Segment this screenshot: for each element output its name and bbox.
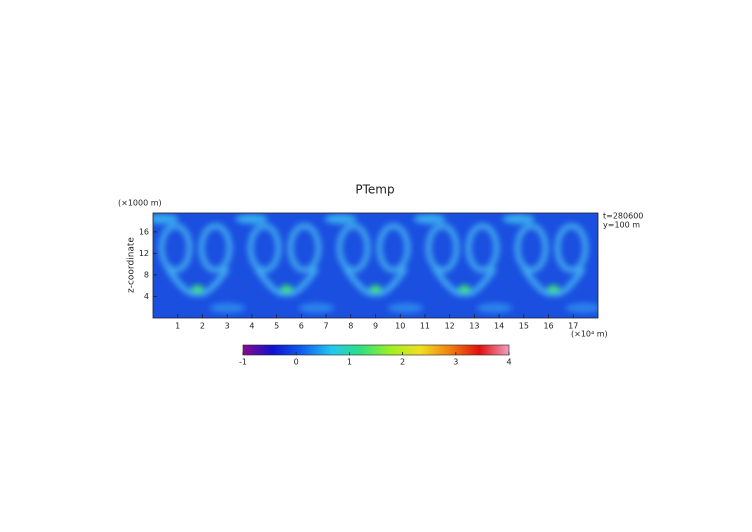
colorbar-tick-label: 2 [400,358,405,367]
bottom-patch [387,303,424,313]
y-tick-label: 8 [144,270,149,279]
plume [247,223,282,273]
plume [425,223,460,273]
x-tick-label: 4 [249,322,254,331]
colorbar-tick-label: 0 [294,358,299,367]
x-tick-label: 3 [225,322,230,331]
colorbar [242,344,510,356]
plume [198,223,233,273]
y-tick-label: 16 [139,227,149,236]
plume [376,223,411,273]
hot-spot [369,285,382,293]
bottom-patch [476,303,513,313]
colorbar-tick-label: 4 [506,358,511,367]
x-tick-label: 12 [445,322,455,331]
chart-title: PTemp [355,183,394,197]
x-tick-label: 11 [420,322,430,331]
x-tick-label: 16 [543,322,553,331]
colorbar-tick-label: -1 [239,358,247,367]
field [153,213,598,318]
x-tick-label: 9 [373,322,378,331]
plume [287,223,322,273]
hot-spot [547,285,560,293]
plume [465,223,500,273]
top-patch [235,214,268,224]
bottom-patch [298,303,335,313]
bottom-patch [209,303,246,313]
x-tick-label: 5 [274,322,279,331]
plume [158,223,193,273]
x-tick-label: 15 [519,322,529,331]
hot-spot [458,285,471,293]
x-tick-label: 17 [568,322,578,331]
hot-spot [191,285,204,293]
x-tick-label: 2 [200,322,205,331]
colorbar-tick-label: 3 [453,358,458,367]
plume [336,223,371,273]
bottom-patch [565,303,598,313]
x-tick-label: 6 [299,322,304,331]
x-tick-label: 13 [469,322,479,331]
top-patch [502,214,535,224]
annotation: t=280600 [603,212,643,221]
hot-spot [280,285,293,293]
top-patch [153,214,179,224]
plume [554,223,589,273]
x-tick-label: 10 [395,322,405,331]
y-unit: (×1000 m) [118,199,162,208]
y-tick-label: 4 [144,292,149,301]
x-tick-label: 7 [324,322,329,331]
top-patch [324,214,357,224]
top-patch [413,214,446,224]
y-axis-label: z-coordinate [127,237,137,293]
annotation: y=100 m [603,221,640,230]
x-unit: (×10⁴ m) [571,330,608,339]
field-texture [153,214,598,313]
y-tick-label: 12 [139,249,149,258]
x-tick-label: 1 [175,322,180,331]
x-tick-label: 14 [494,322,504,331]
plume [514,223,549,273]
x-tick-label: 8 [348,322,353,331]
colorbar-tick-label: 1 [347,358,352,367]
